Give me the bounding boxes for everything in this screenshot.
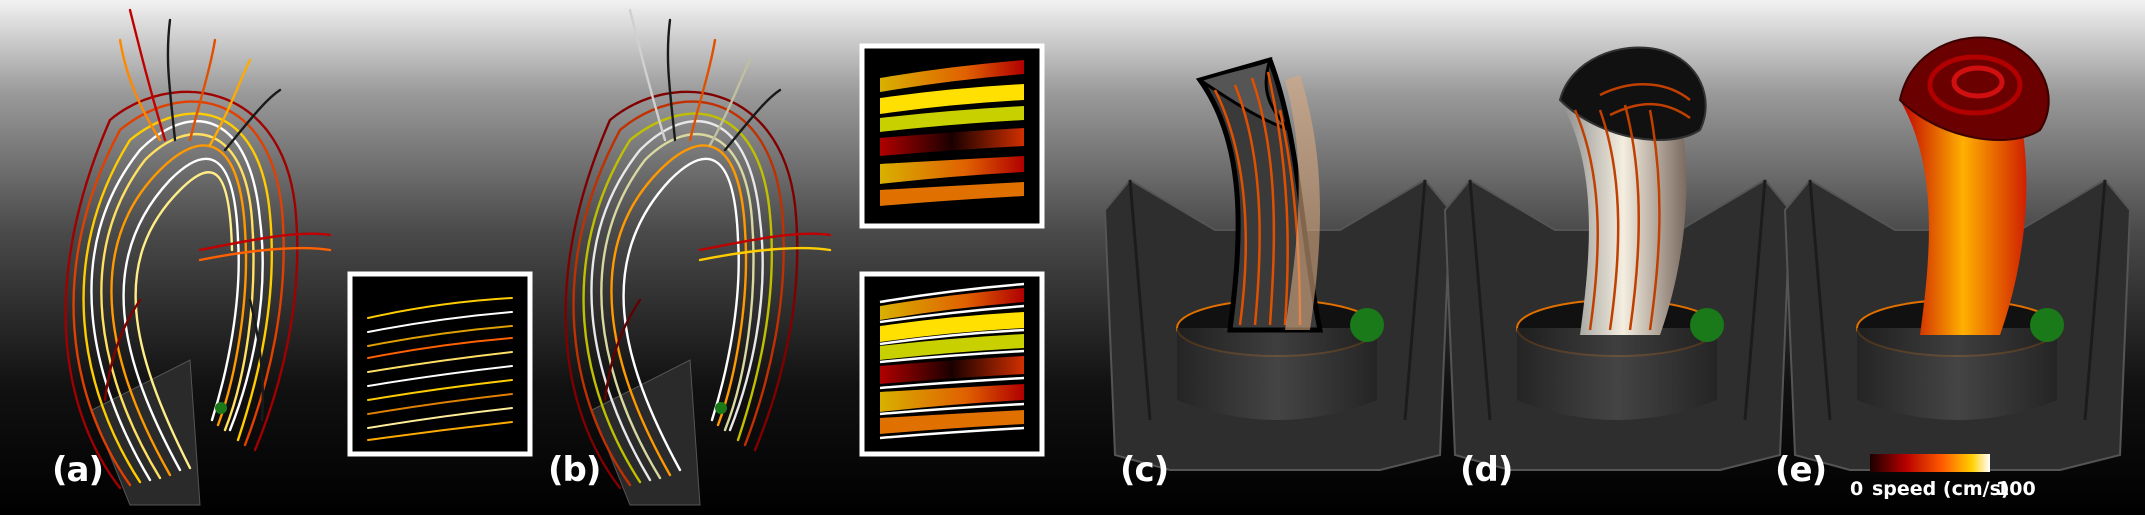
colorbar-min-label: 0 [1850,478,1864,500]
panel-a-seed-marker [215,402,227,414]
panel-a-inset [347,271,533,457]
panel-e-scene [1783,36,2132,471]
panel-b-streamlines [564,8,832,506]
panel-label-b: (b) [548,450,601,490]
speed-colorbar [1870,454,1990,472]
panel-d-scene [1443,46,1792,471]
colorbar-max-label: 100 [1996,478,2036,500]
panel-b-inset-top [859,43,1045,229]
panel-d-seed-marker [1690,308,1724,342]
panel-label-c: (c) [1120,450,1169,490]
panel-c-scene [1103,56,1452,471]
panel-label-d: (d) [1460,450,1513,490]
panel-label-a: (a) [52,450,104,490]
panel-e-seed-marker [2030,308,2064,342]
panel-b-inset-bottom [859,271,1045,457]
panel-a-streamlines [64,8,332,506]
panel-c-seed-marker [1350,308,1384,342]
colorbar-title: speed (cm/s) [1872,478,2010,500]
panel-label-e: (e) [1775,450,1827,490]
panel-b-seed-marker [715,402,727,414]
